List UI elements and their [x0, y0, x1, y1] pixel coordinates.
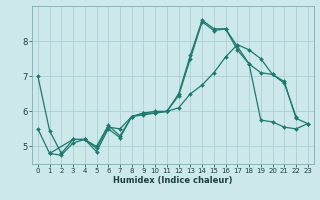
X-axis label: Humidex (Indice chaleur): Humidex (Indice chaleur) — [113, 176, 233, 185]
